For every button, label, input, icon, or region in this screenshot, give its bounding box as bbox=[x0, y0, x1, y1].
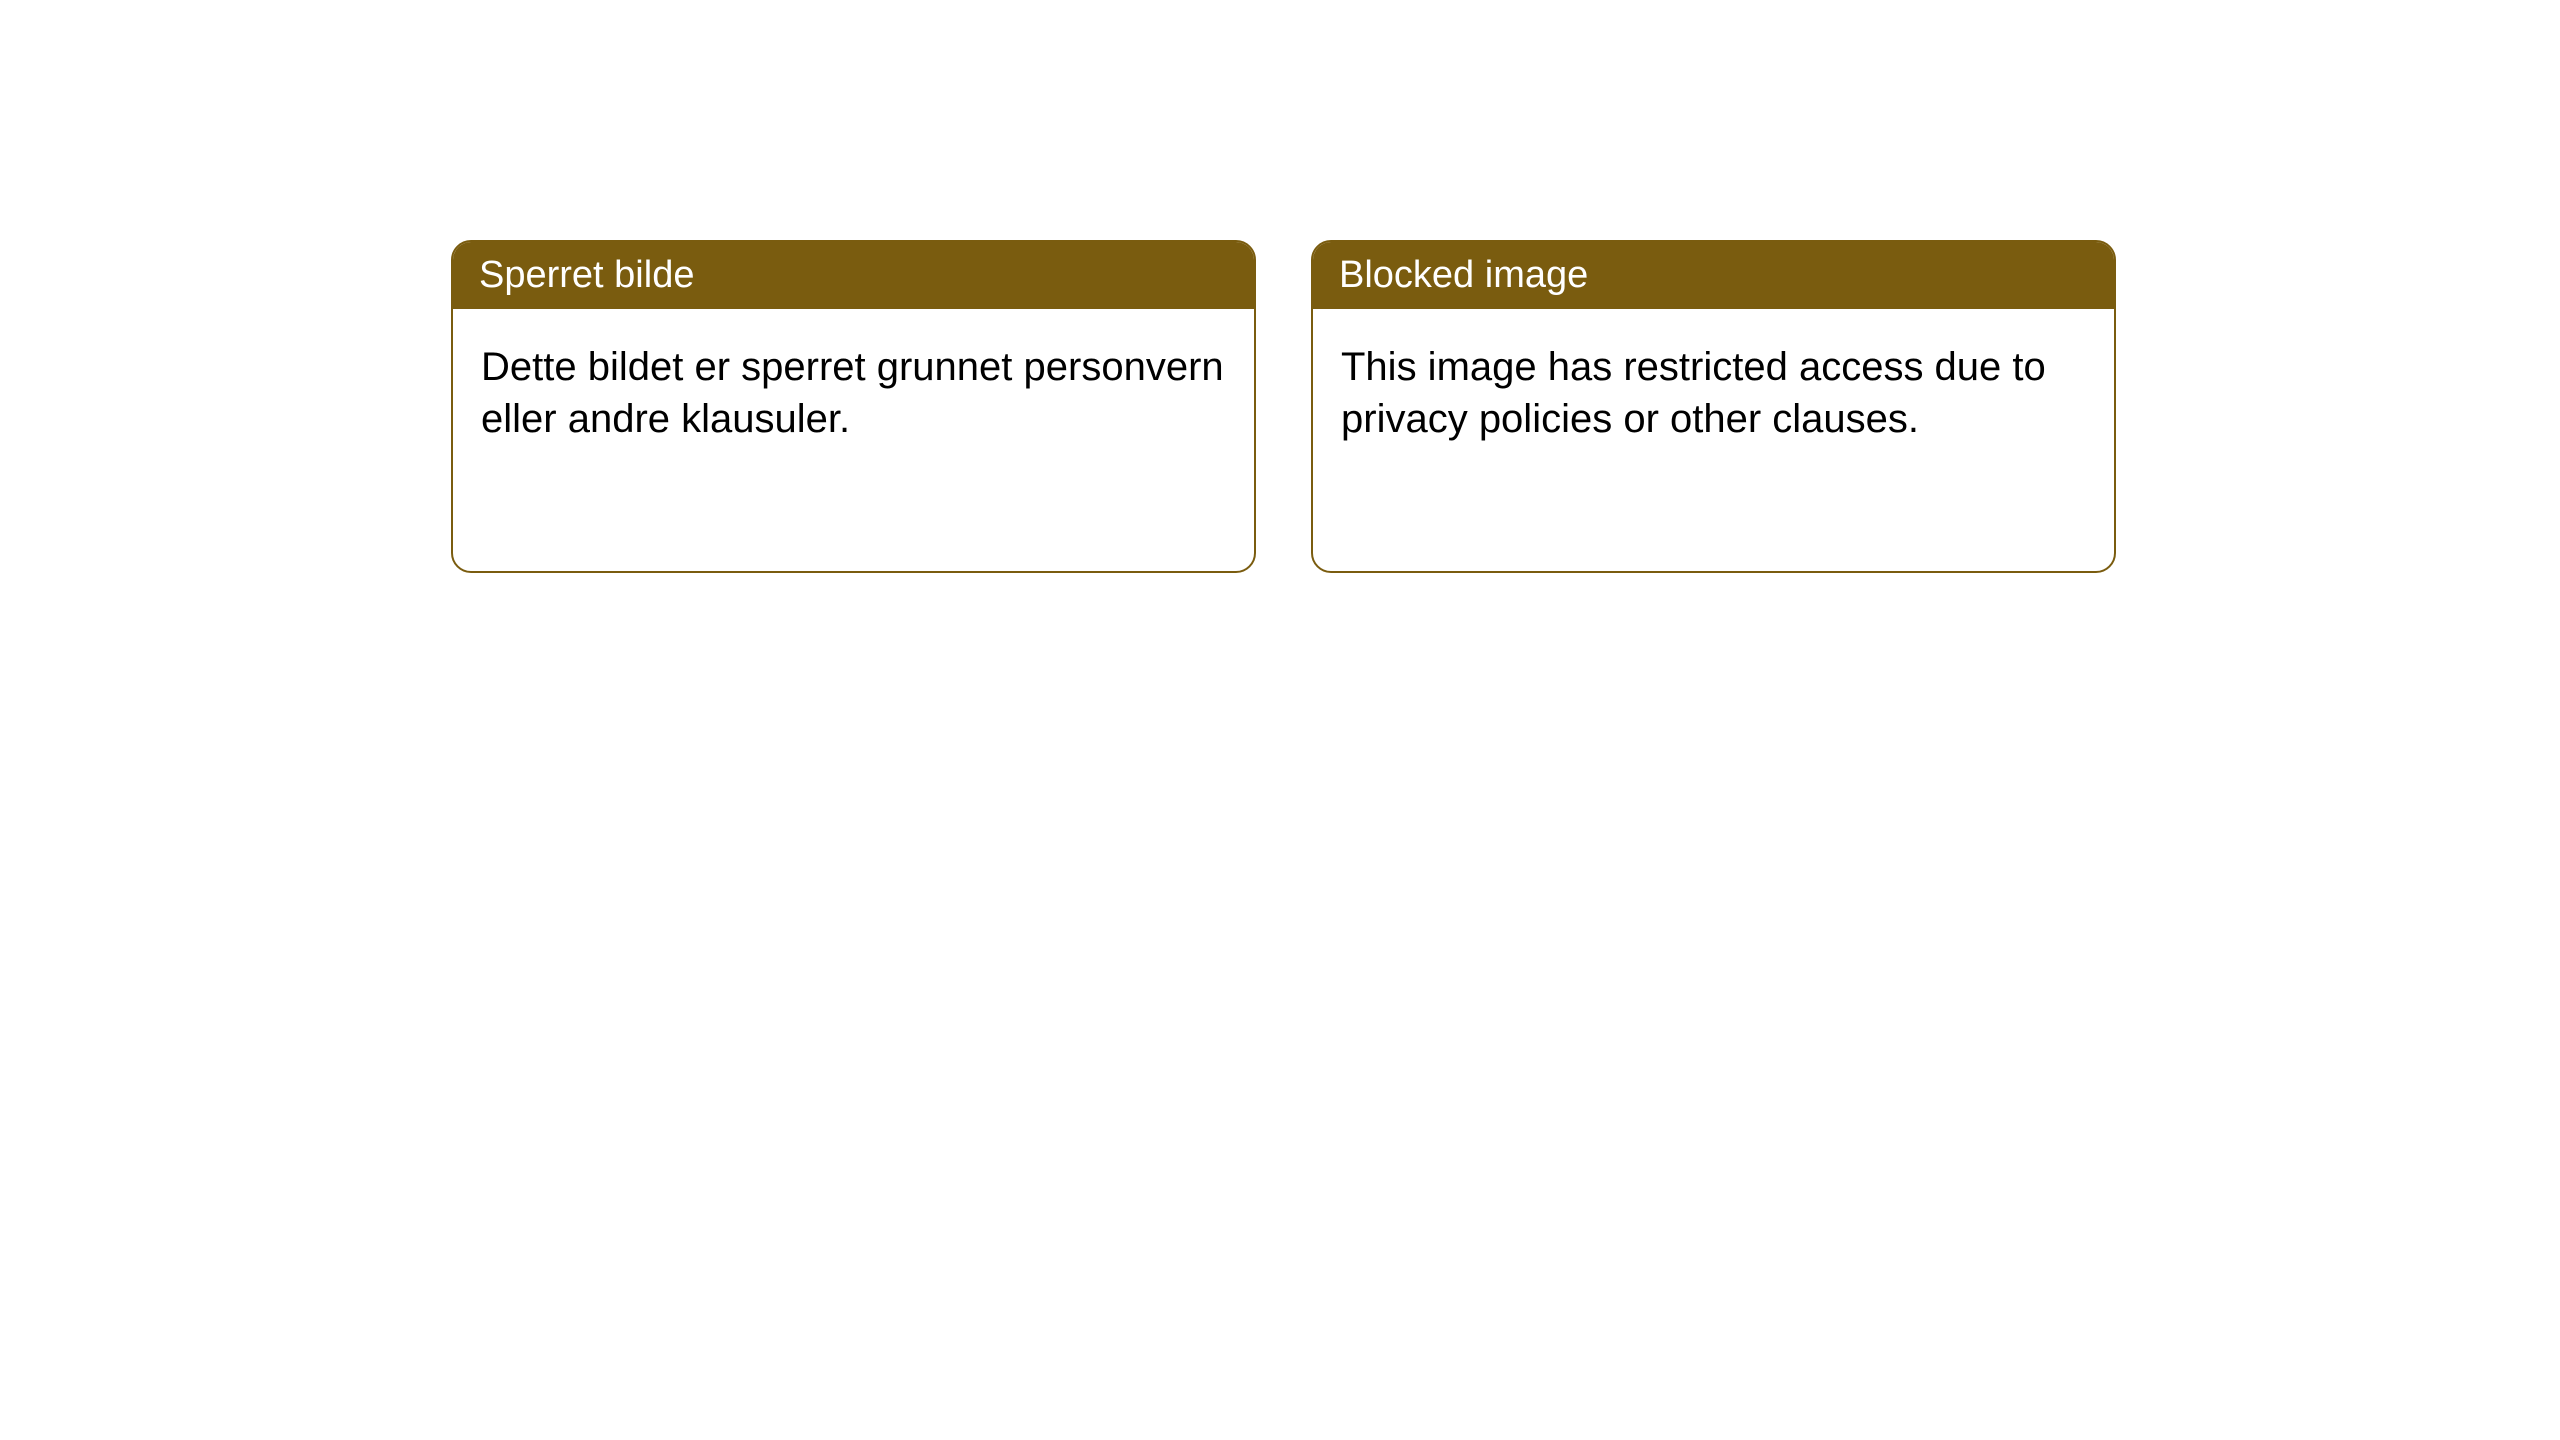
card-header: Blocked image bbox=[1313, 242, 2114, 309]
notice-card-norwegian: Sperret bilde Dette bildet er sperret gr… bbox=[451, 240, 1256, 573]
card-body: Dette bildet er sperret grunnet personve… bbox=[453, 309, 1254, 477]
card-header: Sperret bilde bbox=[453, 242, 1254, 309]
notice-card-english: Blocked image This image has restricted … bbox=[1311, 240, 2116, 573]
card-body: This image has restricted access due to … bbox=[1313, 309, 2114, 477]
card-title: Sperret bilde bbox=[479, 254, 694, 296]
notice-cards-container: Sperret bilde Dette bildet er sperret gr… bbox=[451, 240, 2116, 573]
card-body-text: Dette bildet er sperret grunnet personve… bbox=[481, 345, 1224, 441]
card-title: Blocked image bbox=[1339, 254, 1588, 296]
card-body-text: This image has restricted access due to … bbox=[1341, 345, 2046, 441]
